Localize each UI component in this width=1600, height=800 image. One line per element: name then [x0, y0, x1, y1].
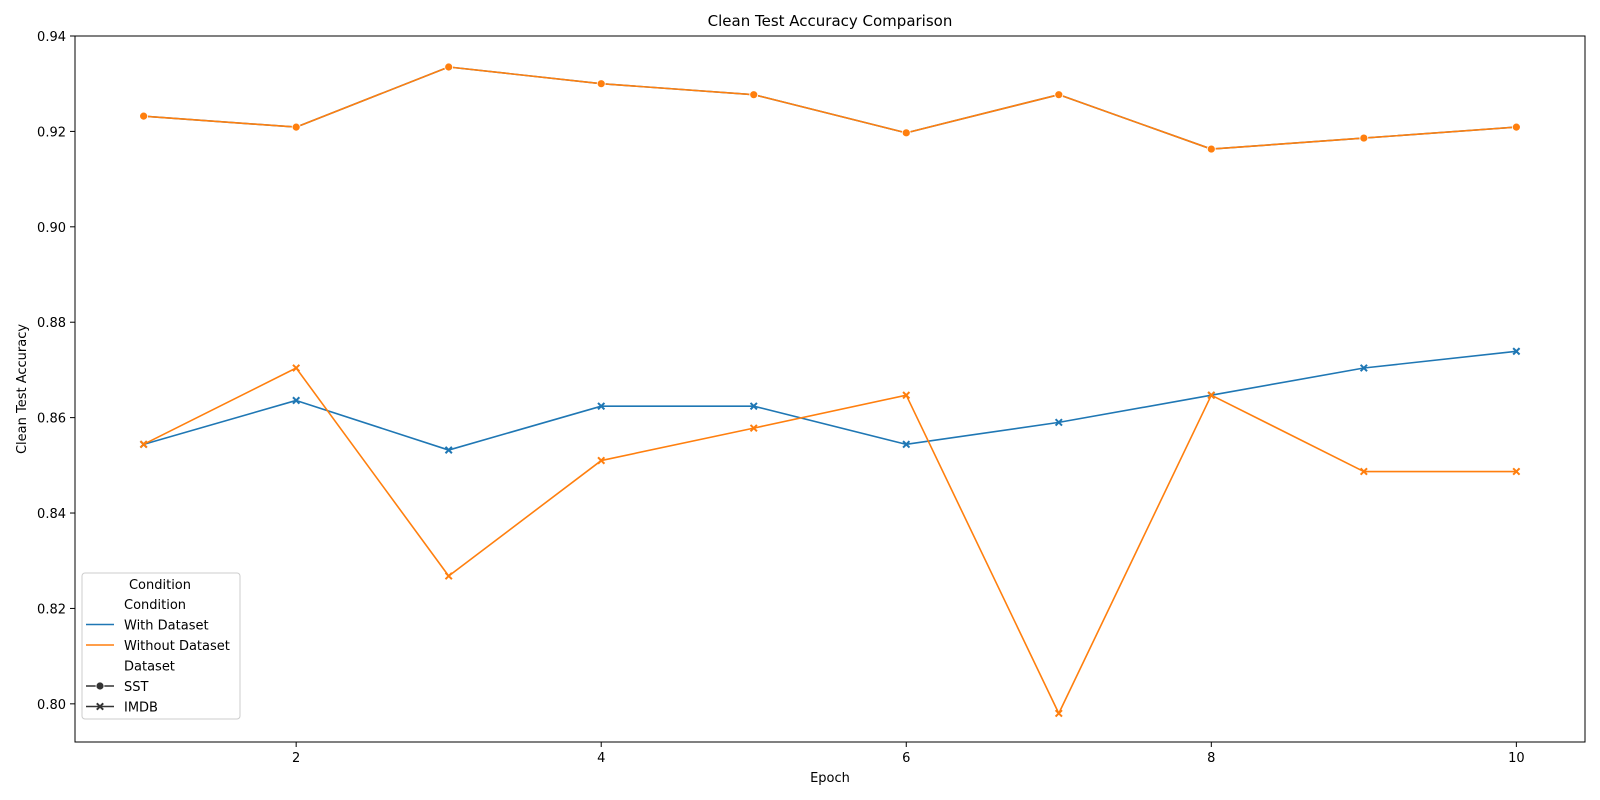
- legend-title: Condition: [129, 578, 191, 593]
- legend-label: With Dataset: [124, 619, 209, 634]
- data-point-with-dataset-imdb: [292, 396, 301, 405]
- legend-item: Without Dataset: [86, 639, 230, 654]
- data-point-without-dataset-sst: [596, 79, 606, 89]
- y-tick-label: 0.92: [37, 125, 66, 140]
- data-point-without-dataset-sst: [1359, 133, 1369, 143]
- x-tick-label: 4: [597, 751, 605, 766]
- legend-section-header: Condition: [124, 598, 186, 613]
- data-point-without-dataset-sst: [1206, 144, 1216, 154]
- data-point-with-dataset-imdb: [597, 402, 606, 411]
- legend-label: SST: [124, 680, 149, 695]
- legend-label: Without Dataset: [124, 639, 230, 654]
- data-point-without-dataset-imdb: [292, 364, 301, 372]
- x-tick-label: 2: [292, 751, 300, 766]
- series-line-without-dataset-sst: [143, 66, 1517, 150]
- data-point-without-dataset-sst: [1511, 122, 1521, 132]
- data-point-with-dataset-imdb: [444, 446, 453, 454]
- data-point-without-dataset-sst: [749, 90, 759, 100]
- y-tick-label: 0.84: [37, 507, 66, 522]
- data-point-without-dataset-sst: [139, 111, 149, 121]
- y-tick-label: 0.90: [37, 221, 66, 236]
- series-line-without-dataset-imdb: [143, 367, 1517, 715]
- legend-label: IMDB: [124, 701, 158, 716]
- x-axis-label: Epoch: [810, 771, 850, 786]
- data-point-without-dataset-imdb: [444, 572, 453, 580]
- y-tick-label: 0.86: [37, 412, 66, 427]
- legend-item: With Dataset: [86, 619, 209, 634]
- y-tick-label: 0.80: [37, 698, 66, 713]
- legend: Condition Condition With Dataset Without Da…: [81, 572, 241, 720]
- legend-frame: [81, 572, 241, 720]
- legend-marker: [96, 702, 104, 711]
- series-without-dataset-sst: [139, 62, 1521, 154]
- data-point-with-dataset-imdb: [749, 402, 758, 411]
- data-point-with-dataset-imdb: [1512, 347, 1521, 356]
- series-line-with-dataset-imdb: [143, 350, 1517, 451]
- data-point-without-dataset-sst: [901, 128, 911, 138]
- data-point-without-dataset-imdb: [597, 456, 606, 465]
- data-point-without-dataset-imdb: [902, 391, 911, 400]
- y-tick-label: 0.88: [37, 316, 66, 331]
- plot-area: [75, 36, 1585, 742]
- plot-layer: [139, 62, 1521, 718]
- data-point-without-dataset-imdb: [1207, 391, 1216, 400]
- plot-frame: [74, 35, 1586, 743]
- data-point-without-dataset-imdb: [139, 440, 148, 449]
- data-point-without-dataset-imdb: [1054, 709, 1063, 718]
- legend-marker: [95, 681, 105, 691]
- x-tick-label: 6: [902, 751, 910, 766]
- data-point-without-dataset-sst: [444, 62, 454, 72]
- y-tick-label: 0.94: [37, 30, 66, 45]
- data-point-without-dataset-imdb: [1359, 467, 1368, 476]
- data-point-without-dataset-sst: [1054, 90, 1064, 100]
- data-point-with-dataset-imdb: [1054, 418, 1063, 427]
- y-tick-label: 0.82: [37, 602, 66, 617]
- series-without-dataset-imdb: [139, 364, 1521, 718]
- legend-item: IMDB: [86, 701, 158, 716]
- data-point-with-dataset-imdb: [1359, 364, 1368, 372]
- data-point-without-dataset-imdb: [749, 424, 758, 433]
- legend-item: SST: [86, 680, 149, 695]
- data-point-without-dataset-imdb: [1512, 467, 1521, 476]
- y-axis-label: Clean Test Accuracy: [15, 324, 30, 454]
- x-tick-label: 8: [1207, 751, 1215, 766]
- x-tick-label: 10: [1508, 751, 1525, 766]
- data-point-with-dataset-imdb: [902, 440, 911, 449]
- legend-section-header: Dataset: [124, 660, 175, 675]
- data-point-without-dataset-sst: [291, 122, 301, 132]
- chart-title: Clean Test Accuracy Comparison: [708, 12, 953, 30]
- tick-layer: 2 4 6 8 10 0.80 0.82 0.84 0.86 0.88 0.90 0.92 0.94: [37, 30, 1525, 766]
